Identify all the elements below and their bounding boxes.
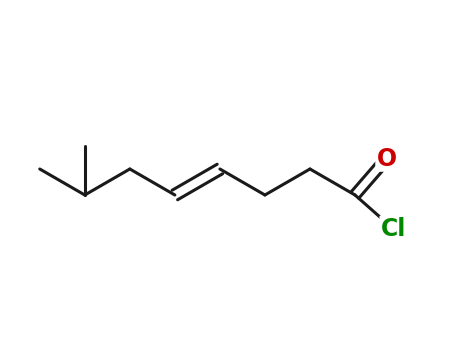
Text: O: O bbox=[376, 147, 397, 170]
Text: Cl: Cl bbox=[380, 217, 406, 241]
